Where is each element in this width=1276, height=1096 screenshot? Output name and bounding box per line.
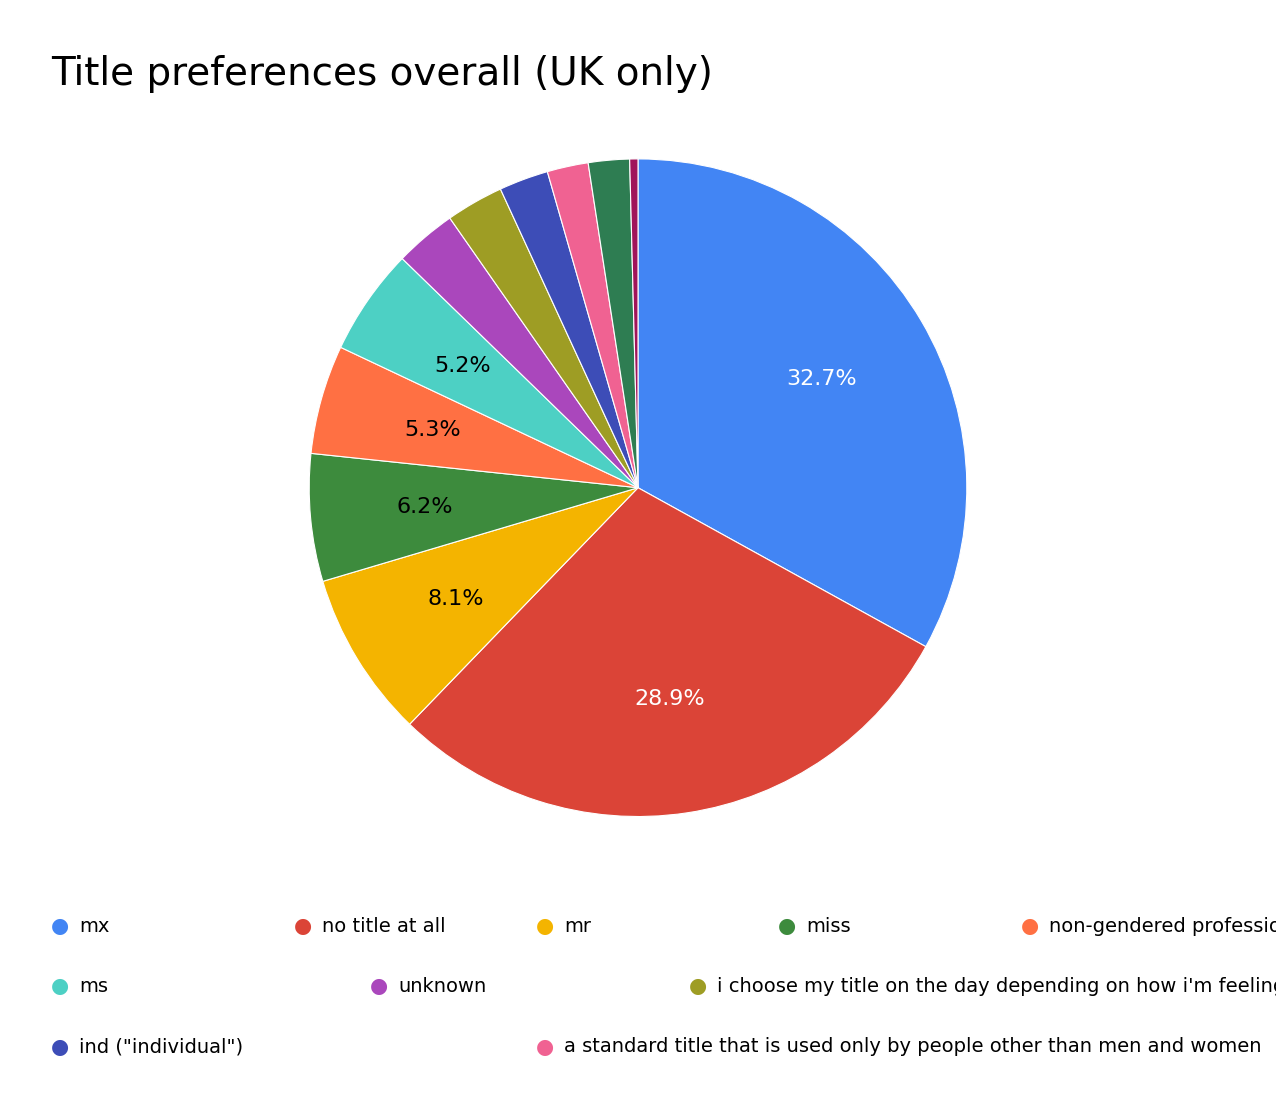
Text: ●: ● xyxy=(536,916,554,936)
Text: mr: mr xyxy=(564,916,591,936)
Text: 8.1%: 8.1% xyxy=(427,589,484,608)
Text: 32.7%: 32.7% xyxy=(787,369,857,389)
Text: non-gendered professional or academic title...: non-gendered professional or academic ti… xyxy=(1049,916,1276,936)
Wedge shape xyxy=(450,190,638,488)
Text: 5.2%: 5.2% xyxy=(434,356,491,376)
Text: ●: ● xyxy=(51,1037,69,1057)
Text: ●: ● xyxy=(1021,916,1039,936)
Text: ●: ● xyxy=(689,977,707,996)
Text: miss: miss xyxy=(806,916,851,936)
Text: ●: ● xyxy=(293,916,311,936)
Wedge shape xyxy=(638,159,967,647)
Text: 5.3%: 5.3% xyxy=(404,420,461,441)
Text: a standard title that is used only by people other than men and women: a standard title that is used only by pe… xyxy=(564,1037,1262,1057)
Wedge shape xyxy=(500,172,638,488)
Wedge shape xyxy=(588,159,638,488)
Wedge shape xyxy=(309,454,638,581)
Text: unknown: unknown xyxy=(398,977,486,996)
Text: mx: mx xyxy=(79,916,110,936)
Wedge shape xyxy=(629,159,638,488)
Wedge shape xyxy=(402,218,638,488)
Wedge shape xyxy=(547,162,638,488)
Wedge shape xyxy=(341,259,638,488)
Wedge shape xyxy=(311,347,638,488)
Text: ms: ms xyxy=(79,977,108,996)
Text: ●: ● xyxy=(51,977,69,996)
Text: 28.9%: 28.9% xyxy=(634,689,706,709)
Text: 6.2%: 6.2% xyxy=(397,498,453,517)
Text: i choose my title on the day depending on how i'm feeling, even for...: i choose my title on the day depending o… xyxy=(717,977,1276,996)
Wedge shape xyxy=(410,488,926,817)
Text: ●: ● xyxy=(536,1037,554,1057)
Text: ind ("individual"): ind ("individual") xyxy=(79,1037,244,1057)
Text: Title preferences overall (UK only): Title preferences overall (UK only) xyxy=(51,55,713,93)
Text: ●: ● xyxy=(51,916,69,936)
Text: ●: ● xyxy=(370,977,388,996)
Text: ●: ● xyxy=(778,916,796,936)
Wedge shape xyxy=(323,488,638,724)
Text: no title at all: no title at all xyxy=(322,916,445,936)
